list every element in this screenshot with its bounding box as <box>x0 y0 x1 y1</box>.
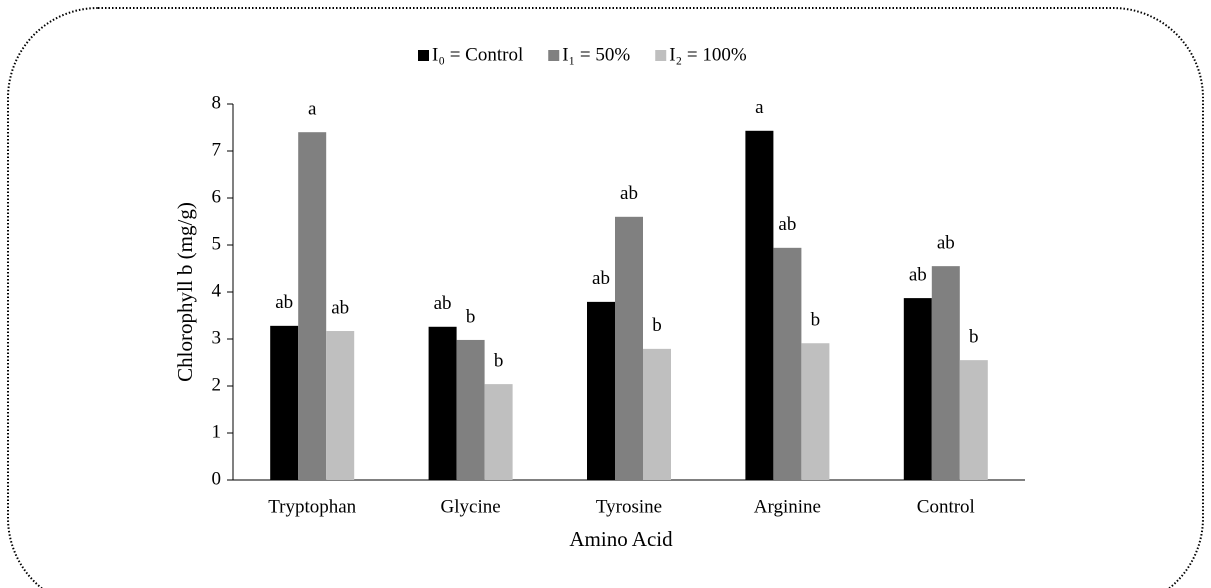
bar-letter: ab <box>937 233 955 254</box>
bar-letter: ab <box>620 183 638 204</box>
bar <box>643 348 671 480</box>
bar <box>903 298 932 480</box>
bar-letter: ab <box>778 214 796 235</box>
bar-letter: b <box>494 350 504 371</box>
bar <box>587 301 615 480</box>
y-tick-label: 4 <box>212 280 222 301</box>
bar-letter: a <box>755 97 764 118</box>
legend-swatch <box>548 50 560 61</box>
bar <box>801 343 830 480</box>
bar <box>270 325 299 480</box>
bar-letter: ab <box>331 297 349 318</box>
x-tick-label: Arginine <box>754 496 821 517</box>
legend-swatch <box>418 50 429 61</box>
bar-letter: ab <box>275 292 293 313</box>
bar-letter: ab <box>592 268 610 289</box>
x-axis-label: Amino Acid <box>569 527 673 551</box>
frame <box>7 7 1204 588</box>
bar-letter: b <box>652 315 662 336</box>
bar-letter: ab <box>434 293 452 314</box>
x-tick-label: Tyrosine <box>596 496 662 517</box>
bar <box>959 360 988 480</box>
bar-letter: ab <box>909 264 927 285</box>
bar-letter: b <box>466 306 476 327</box>
bar <box>931 266 960 480</box>
y-tick-label: 3 <box>212 327 222 348</box>
y-tick-label: 6 <box>212 186 222 207</box>
y-tick-label: 7 <box>212 139 222 160</box>
y-axis-label: Chlorophyll b (mg/g) <box>173 202 197 382</box>
bar <box>298 132 327 480</box>
x-tick-label: Tryptophan <box>268 496 356 517</box>
legend-swatch <box>655 50 667 61</box>
bar-letter: a <box>308 99 317 120</box>
y-tick-label: 8 <box>212 92 222 113</box>
x-tick-label: Glycine <box>441 496 501 517</box>
bar-letter: b <box>811 310 821 331</box>
bar <box>745 130 774 481</box>
bar <box>428 326 457 480</box>
y-tick-label: 2 <box>212 374 222 395</box>
y-tick-label: 1 <box>212 421 222 442</box>
bar-letter: b <box>969 327 979 348</box>
legend-label: I₁ = 50% <box>562 44 630 65</box>
bar <box>484 384 513 480</box>
bar <box>456 339 485 480</box>
bar <box>326 331 355 480</box>
legend-label: I₂ = 100% <box>669 44 747 65</box>
y-tick-label: 0 <box>212 468 222 489</box>
bar <box>773 247 802 480</box>
legend-label: I₀ = Control <box>432 44 523 65</box>
y-tick-label: 5 <box>212 233 222 254</box>
bar <box>615 216 643 481</box>
x-tick-label: Control <box>917 496 975 517</box>
